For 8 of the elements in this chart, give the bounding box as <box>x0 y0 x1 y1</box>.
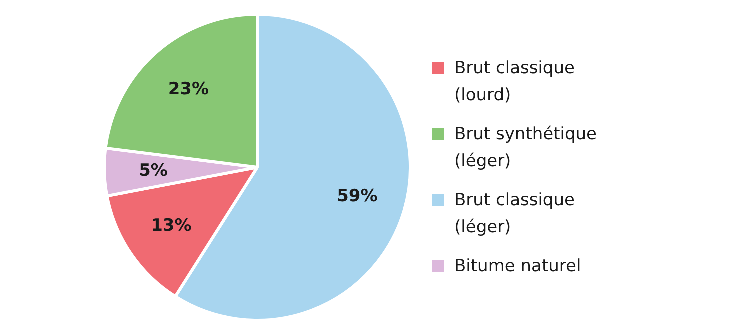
data-label: 23% <box>168 79 210 100</box>
legend-label: Brut classique (lourd) <box>454 58 575 106</box>
data-label: 5% <box>139 160 168 181</box>
legend-label: Brut synthétique (léger) <box>454 124 597 172</box>
data-label: 59% <box>337 186 378 207</box>
legend-label: Brut classique (léger) <box>454 190 575 238</box>
data-label: 13% <box>151 216 192 236</box>
legend-label: Bitume naturel <box>454 256 582 276</box>
